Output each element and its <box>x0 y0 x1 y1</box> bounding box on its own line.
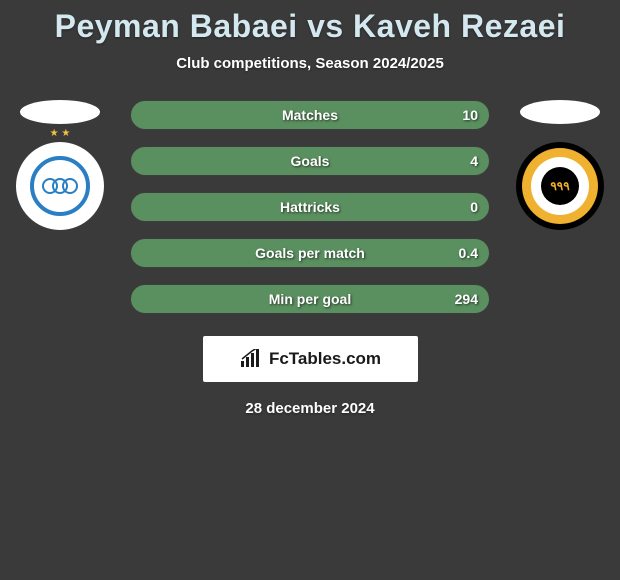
stat-value-right: 0.4 <box>459 245 478 261</box>
stat-label: Min per goal <box>269 291 351 307</box>
page-title: Peyman Babaei vs Kaveh Rezaei <box>0 8 620 45</box>
infographic-container: Peyman Babaei vs Kaveh Rezaei Club compe… <box>0 0 620 417</box>
club-logo-left: ★ ★ <box>16 142 104 230</box>
stat-value-right: 4 <box>470 153 478 169</box>
club-left-rings-icon <box>45 178 75 194</box>
stat-bar: Goals per match 0.4 <box>130 238 490 268</box>
stat-label: Goals <box>291 153 330 169</box>
date-text: 28 december 2024 <box>0 400 620 417</box>
stat-bar: Hattricks 0 <box>130 192 490 222</box>
brand-text: FcTables.com <box>269 349 381 369</box>
player-right-silhouette <box>520 100 600 124</box>
brand-badge[interactable]: FcTables.com <box>203 336 418 382</box>
stat-label: Hattricks <box>280 199 340 215</box>
stat-value-right: 10 <box>462 107 478 123</box>
stat-label: Goals per match <box>255 245 365 261</box>
chart-icon <box>239 349 263 369</box>
stat-label: Matches <box>282 107 338 123</box>
player-right-column: ۹۹۹ <box>510 100 610 230</box>
stat-bar: Min per goal 294 <box>130 284 490 314</box>
player-left-silhouette <box>20 100 100 124</box>
club-right-mid-ring: ۹۹۹ <box>531 157 589 215</box>
page-subtitle: Club competitions, Season 2024/2025 <box>0 55 620 72</box>
stat-value-right: 294 <box>455 291 478 307</box>
stat-value-right: 0 <box>470 199 478 215</box>
stat-bar: Matches 10 <box>130 100 490 130</box>
club-left-inner-ring <box>30 156 90 216</box>
club-right-inner-icon: ۹۹۹ <box>541 167 579 205</box>
stats-column: Matches 10 Goals 4 Hattricks 0 Goals per match… <box>110 100 510 314</box>
player-left-column: ★ ★ <box>10 100 110 230</box>
club-logo-right: ۹۹۹ <box>516 142 604 230</box>
star-icon: ★ ★ <box>50 128 71 139</box>
club-right-outer-ring: ۹۹۹ <box>522 148 598 224</box>
main-row: ★ ★ Matches 10 Goals 4 Hattricks 0 Goals per m… <box>0 100 620 314</box>
stat-bar: Goals 4 <box>130 146 490 176</box>
